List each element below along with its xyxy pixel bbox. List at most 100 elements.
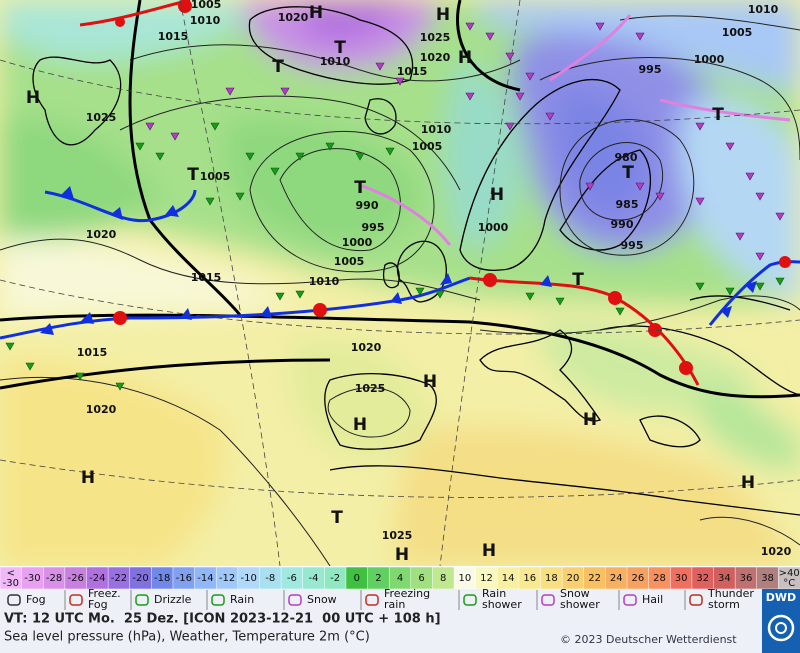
low-pressure-center: T	[354, 178, 366, 198]
rain-symbol	[615, 307, 625, 316]
high-pressure-center: H	[353, 415, 367, 435]
colorbar-label: 0	[354, 573, 360, 584]
rain-symbol	[75, 372, 85, 381]
rain-symbol	[235, 192, 245, 201]
snow-symbol	[695, 122, 705, 131]
map-labels: 1005101010151020102510201015101010251005…	[26, 0, 792, 565]
snow-symbol	[635, 32, 645, 41]
snow-symbol	[525, 72, 535, 81]
high-pressure-center: H	[395, 545, 409, 565]
snow-symbol	[755, 192, 765, 201]
rain-symbol	[210, 122, 220, 131]
colorbar-label: -20	[132, 573, 148, 584]
legend-label: storm	[708, 598, 740, 611]
snow-symbol	[735, 232, 745, 241]
rain-symbol	[435, 290, 445, 299]
weather-symbols	[5, 22, 785, 391]
snow-symbol	[375, 62, 385, 71]
high-pressure-center: H	[490, 185, 504, 205]
snow-symbol	[505, 122, 515, 131]
pressure-label: 1010	[309, 275, 340, 288]
colorbar-label: 20	[567, 573, 580, 584]
colorbar-label: -4	[309, 573, 319, 584]
low-pressure-center: T	[187, 165, 199, 185]
high-pressure-center: H	[423, 372, 437, 392]
colorbar-label: 12	[480, 573, 493, 584]
legend-icon	[365, 594, 379, 606]
rain-symbol	[695, 282, 705, 291]
pressure-label: 1010	[421, 123, 452, 136]
rain-symbol	[415, 287, 425, 296]
rain-symbol	[325, 142, 335, 151]
pressure-label: 1025	[382, 529, 413, 542]
pressure-label: 1010	[190, 14, 221, 27]
colorbar-unit: °C	[783, 578, 795, 589]
colorbar-label: 8	[440, 573, 446, 584]
legend-label: Freez.	[88, 587, 121, 600]
snow-symbol	[515, 92, 525, 101]
rain-symbol	[5, 342, 15, 351]
colorbar-label: 16	[523, 573, 536, 584]
rain-symbol	[385, 147, 395, 156]
legend-label: Hail	[642, 593, 663, 606]
rain-symbol	[115, 382, 125, 391]
snow-symbol	[145, 122, 155, 131]
rain-symbol	[295, 290, 305, 299]
colorbar-label: 4	[397, 573, 403, 584]
dwd-logo	[762, 589, 800, 653]
snow-symbol	[635, 182, 645, 191]
snow-symbol	[745, 172, 755, 181]
graticule	[0, 0, 800, 566]
snow-symbol	[655, 192, 665, 201]
high-pressure-center: H	[482, 541, 496, 561]
colorbar-label: 6	[418, 573, 424, 584]
description: Sea level pressure (hPa), Weather, Tempe…	[4, 630, 370, 645]
rain-symbol	[135, 142, 145, 151]
snow-symbol	[755, 252, 765, 261]
rain-symbol	[775, 277, 785, 286]
colorbar-label: -10	[240, 573, 256, 584]
high-pressure-center: H	[458, 48, 472, 68]
pressure-label: 1020	[351, 341, 382, 354]
rain-symbol	[295, 152, 305, 161]
colorbar-below-value: -30	[3, 578, 19, 589]
legend-icon	[689, 594, 703, 606]
colorbar-label: -22	[111, 573, 127, 584]
colorbar-label: -6	[287, 573, 297, 584]
snow-symbol	[775, 212, 785, 221]
legend-label: Freezing	[384, 587, 430, 600]
legend-label: Fog	[26, 593, 46, 606]
rain-symbol	[725, 287, 735, 296]
colorbar-label: 26	[631, 573, 644, 584]
snow-symbol	[485, 32, 495, 41]
pressure-label: 1010	[748, 3, 779, 16]
high-pressure-center: H	[26, 88, 40, 108]
high-pressure-center: H	[436, 5, 450, 25]
legend-icon	[7, 594, 21, 606]
rain-symbol	[525, 292, 535, 301]
low-pressure-center: T	[334, 38, 346, 58]
colorbar-below-symbol: <	[7, 568, 15, 579]
snow-symbol	[280, 87, 290, 96]
low-pressure-center: T	[272, 57, 284, 77]
colorbar-label: 2	[375, 573, 381, 584]
rain-symbol	[355, 152, 365, 161]
isobars	[0, 15, 800, 566]
footer-background	[0, 589, 800, 653]
rain-symbol	[275, 292, 285, 301]
pressure-label: 980	[615, 151, 638, 164]
colorbar-label: -28	[46, 573, 62, 584]
snow-symbol	[465, 22, 475, 31]
colorbar-label: 24	[610, 573, 623, 584]
rain-symbol	[270, 167, 280, 176]
colorbar-label: -8	[265, 573, 275, 584]
snow-symbol	[585, 182, 595, 191]
pressure-label: 995	[639, 63, 662, 76]
legend-label: rain	[384, 598, 405, 611]
low-pressure-center: T	[712, 105, 724, 125]
colorbar-label: -16	[176, 573, 192, 584]
legend-icon	[69, 594, 83, 606]
weather-legend: Fog Freez.Fog Drizzle Rain Snow FreezingrainR…	[7, 587, 754, 611]
pressure-label: 1020	[278, 11, 309, 24]
